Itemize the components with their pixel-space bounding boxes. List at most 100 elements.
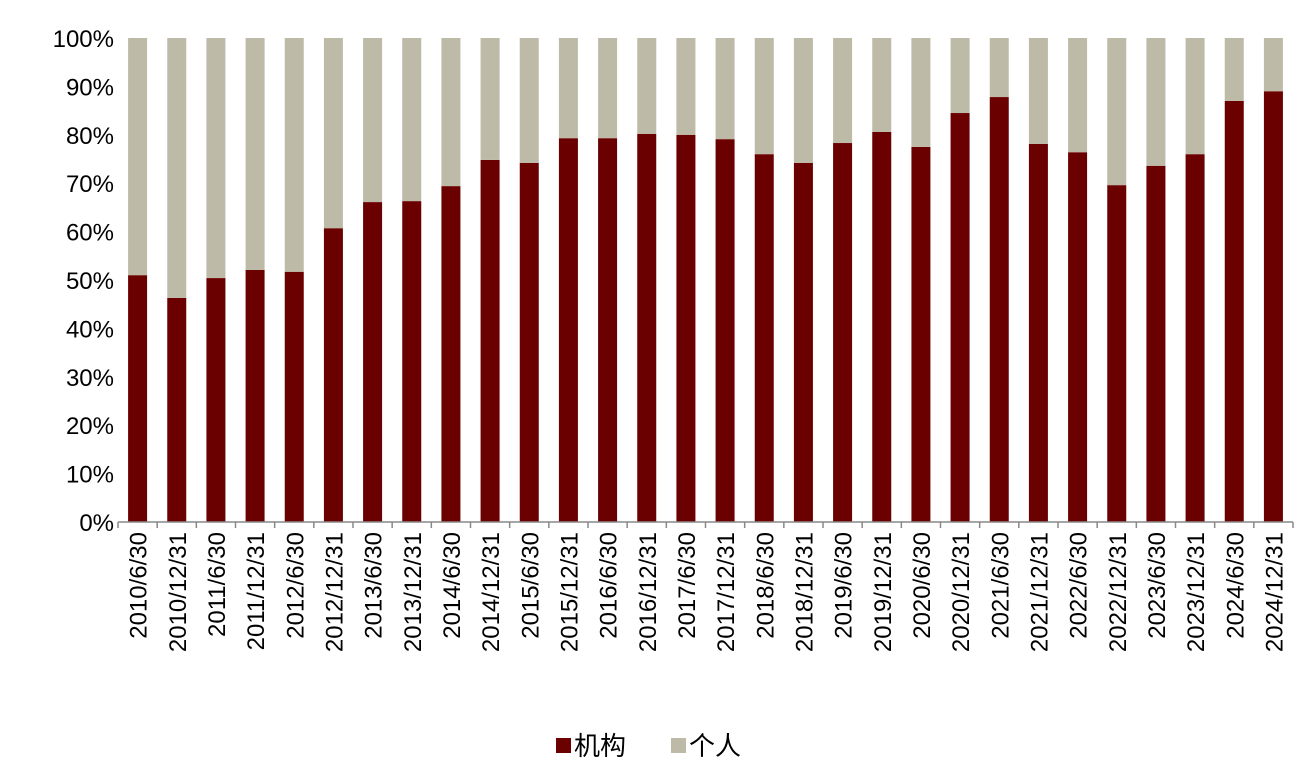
y-tick-label: 60% xyxy=(66,220,114,247)
bar-segment xyxy=(676,134,696,523)
legend-swatch xyxy=(556,738,571,753)
bar-segment xyxy=(245,269,265,522)
bar-segment xyxy=(1107,185,1127,523)
x-tick-label: 2018/12/31 xyxy=(791,532,818,652)
bar-segment xyxy=(128,275,148,522)
x-tick-label: 2022/6/30 xyxy=(1066,532,1093,639)
bar-segment xyxy=(754,154,774,522)
x-tick-label: 2015/12/31 xyxy=(556,532,583,652)
y-tick-label: 80% xyxy=(66,123,114,150)
bar-segment xyxy=(950,38,970,114)
bar-segment xyxy=(245,38,265,270)
bar-segment xyxy=(872,131,892,522)
y-tick-label: 10% xyxy=(66,462,114,489)
legend-swatch xyxy=(671,738,686,753)
x-tick-label: 2019/12/31 xyxy=(870,532,897,652)
bar-segment xyxy=(793,38,813,163)
bar-segment xyxy=(676,38,696,135)
x-tick-label: 2019/6/30 xyxy=(831,532,858,639)
x-tick-label: 2023/12/31 xyxy=(1183,532,1210,652)
x-tick-label: 2017/6/30 xyxy=(674,532,701,639)
x-tick-label: 2021/12/31 xyxy=(1026,532,1053,652)
bar-segment xyxy=(1068,38,1088,153)
bar-segment xyxy=(1185,38,1205,155)
x-tick-label: 2017/12/31 xyxy=(713,532,740,652)
bar-segment xyxy=(167,38,187,298)
bar-segment xyxy=(206,278,226,522)
x-tick-label: 2010/12/31 xyxy=(165,532,192,652)
bar-segment xyxy=(989,38,1009,98)
bar-segment xyxy=(167,297,187,522)
bar-segment xyxy=(872,38,892,132)
x-tick-label: 2014/12/31 xyxy=(478,532,505,652)
bar-segment xyxy=(284,271,304,522)
bar-segment xyxy=(715,38,735,140)
bar-segment xyxy=(793,162,813,522)
x-tick-label: 2011/6/30 xyxy=(204,532,231,637)
bar-segment xyxy=(715,139,735,522)
bar-segment xyxy=(441,186,461,522)
bar-segment xyxy=(284,38,304,272)
x-tick-label: 2020/6/30 xyxy=(909,532,936,639)
x-tick-label: 2012/12/31 xyxy=(321,532,348,652)
y-tick-label: 40% xyxy=(66,316,114,343)
bar-segment xyxy=(1107,38,1127,186)
bar-segment xyxy=(363,202,383,523)
x-tick-label: 2012/6/30 xyxy=(282,532,309,639)
bar-segment xyxy=(1263,38,1283,92)
bar-segment xyxy=(833,143,853,522)
bar-segment xyxy=(911,38,931,147)
y-tick-label: 50% xyxy=(66,268,114,295)
y-tick-label: 70% xyxy=(66,171,114,198)
bar-segment xyxy=(911,146,931,522)
bar-segment xyxy=(1224,100,1244,523)
bar-segment xyxy=(1224,38,1244,101)
x-tick-label: 2018/6/30 xyxy=(752,532,779,639)
bar-segment xyxy=(1185,154,1205,522)
bar-segment xyxy=(128,38,148,276)
y-tick-label: 20% xyxy=(66,413,114,440)
bar-segment xyxy=(833,38,853,144)
bar-segment xyxy=(519,162,539,522)
bar-segment xyxy=(558,38,578,139)
x-tick-label: 2020/12/31 xyxy=(948,532,975,652)
bar-segment xyxy=(1068,152,1088,522)
y-tick-label: 90% xyxy=(66,74,114,101)
bar-segment xyxy=(598,38,618,139)
bar-segment xyxy=(206,38,226,279)
x-tick-label: 2016/12/31 xyxy=(635,532,662,652)
y-tick-label: 0% xyxy=(79,510,114,537)
x-tick-label: 2013/12/31 xyxy=(400,532,427,652)
legend-label: 机构 xyxy=(574,731,626,761)
legend-label: 个人 xyxy=(689,731,741,761)
bar-segment xyxy=(1028,143,1048,522)
bar-segment xyxy=(480,159,500,522)
x-tick-label: 2010/6/30 xyxy=(126,532,153,639)
bar-segment xyxy=(1028,38,1048,144)
bar-segment xyxy=(519,38,539,163)
bar-segment xyxy=(323,38,343,229)
bar-segment xyxy=(1146,165,1166,522)
bar-segment xyxy=(323,228,343,522)
bar-segment xyxy=(402,38,422,202)
x-tick-label: 2024/6/30 xyxy=(1222,532,1249,639)
bar-segment xyxy=(1146,38,1166,166)
x-tick-label: 2023/6/30 xyxy=(1144,532,1171,639)
x-tick-label: 2022/12/31 xyxy=(1105,532,1132,652)
bar-segment xyxy=(480,38,500,160)
bar-segment xyxy=(363,38,383,203)
bar-segment xyxy=(989,97,1009,522)
x-tick-label: 2021/6/30 xyxy=(987,532,1014,639)
bar-segment xyxy=(950,113,970,523)
bar-segment xyxy=(441,38,461,187)
bar-segment xyxy=(1263,91,1283,523)
x-tick-label: 2014/6/30 xyxy=(439,532,466,639)
bar-segment xyxy=(754,38,774,155)
bar-segment xyxy=(558,138,578,523)
bar-segment xyxy=(598,138,618,523)
bar-segment xyxy=(637,38,657,134)
x-tick-label: 2011/12/31 xyxy=(243,532,270,650)
bar-segment xyxy=(637,133,657,522)
x-tick-label: 2016/6/30 xyxy=(596,532,623,639)
